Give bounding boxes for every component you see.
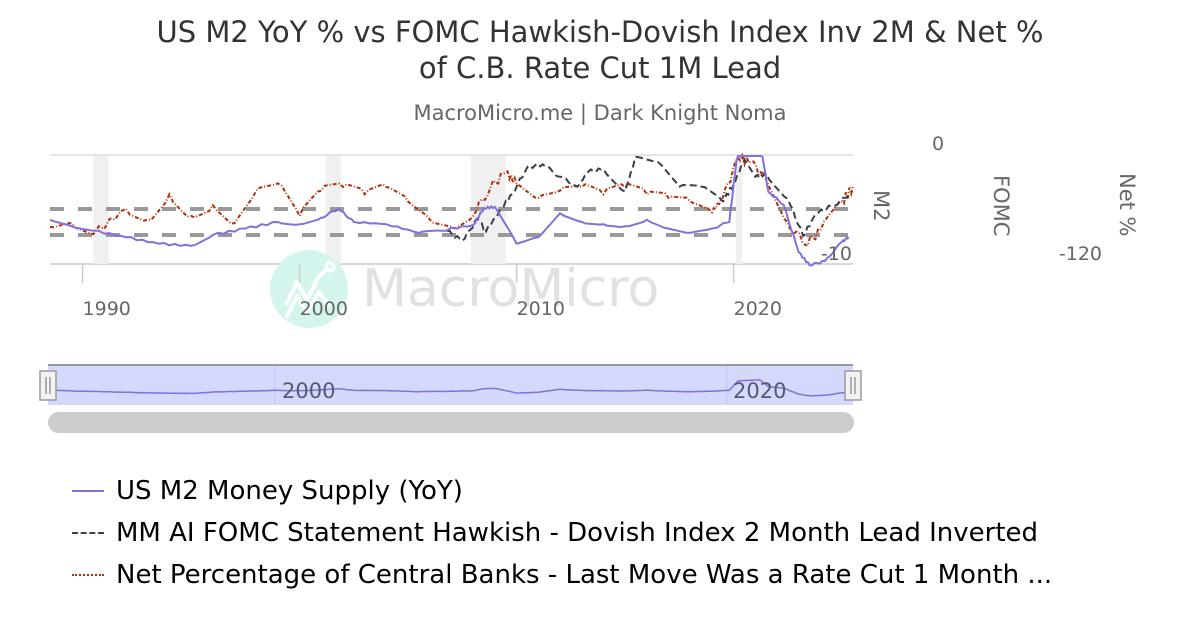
chart-title-line-2: of C.B. Rate Cut 1M Lead (418, 51, 782, 85)
navigator-right-handle[interactable] (844, 370, 862, 401)
net-axis-title: Net % (1115, 173, 1139, 237)
legend-dashed-line-icon (72, 532, 104, 534)
chart-title: US M2 YoY % vs FOMC Hawkish-Dovish Index… (0, 14, 1200, 86)
legend-dotted-line-icon (72, 574, 104, 576)
series-fomc-index-line[interactable] (447, 155, 850, 243)
x-axis-tick-label: 2020 (734, 298, 782, 320)
navigator-selected-range[interactable] (48, 365, 853, 405)
x-axis-ticks: 1990 2000 2010 2020 (81, 264, 782, 320)
m2-axis-tick-minus10: -10 (821, 243, 852, 265)
legend-item-net-percentage[interactable]: Net Percentage of Central Banks - Last M… (72, 554, 1052, 596)
navigator[interactable]: 2000 2020 (39, 364, 862, 405)
legend-item-m2[interactable]: US M2 Money Supply (YoY) (72, 470, 1052, 512)
x-axis-tick-label: 2000 (300, 298, 348, 320)
navigator-left-handle[interactable] (39, 370, 57, 401)
net-axis-tick-minus120: -120 (1059, 243, 1102, 265)
legend-item-fomc[interactable]: MM AI FOMC Statement Hawkish - Dovish In… (72, 512, 1052, 554)
legend-label: MM AI FOMC Statement Hawkish - Dovish In… (116, 518, 1039, 548)
m2-axis-title: M2 (869, 190, 893, 221)
fomc-axis-tick-0: 0 (932, 133, 944, 155)
x-axis-tick-label: 2010 (517, 298, 565, 320)
recession-band (735, 156, 743, 264)
fomc-axis-title: FOMC (989, 175, 1013, 236)
navigator-label-2000: 2000 (282, 379, 335, 403)
watermark: MacroMicro (270, 250, 659, 328)
navigator-m2-line (49, 379, 849, 397)
series-layer (49, 152, 854, 267)
legend-solid-line-icon (72, 490, 104, 492)
legend: US M2 Money Supply (YoY) MM AI FOMC Stat… (72, 470, 1052, 596)
series-m2-line[interactable] (49, 155, 850, 267)
x-axis-tick-label: 1990 (83, 298, 131, 320)
legend-label: Net Percentage of Central Banks - Last M… (116, 560, 1053, 590)
chart-subtitle: MacroMicro.me | Dark Knight Noma (413, 101, 787, 125)
watermark-text: MacroMicro (362, 259, 659, 319)
chart-title-line-1: US M2 YoY % vs FOMC Hawkish-Dovish Index… (156, 15, 1044, 49)
legend-label: US M2 Money Supply (YoY) (116, 476, 463, 506)
recession-band (93, 156, 109, 264)
navigator-label-2020: 2020 (733, 379, 786, 403)
navigator-scrollbar[interactable] (48, 412, 854, 433)
